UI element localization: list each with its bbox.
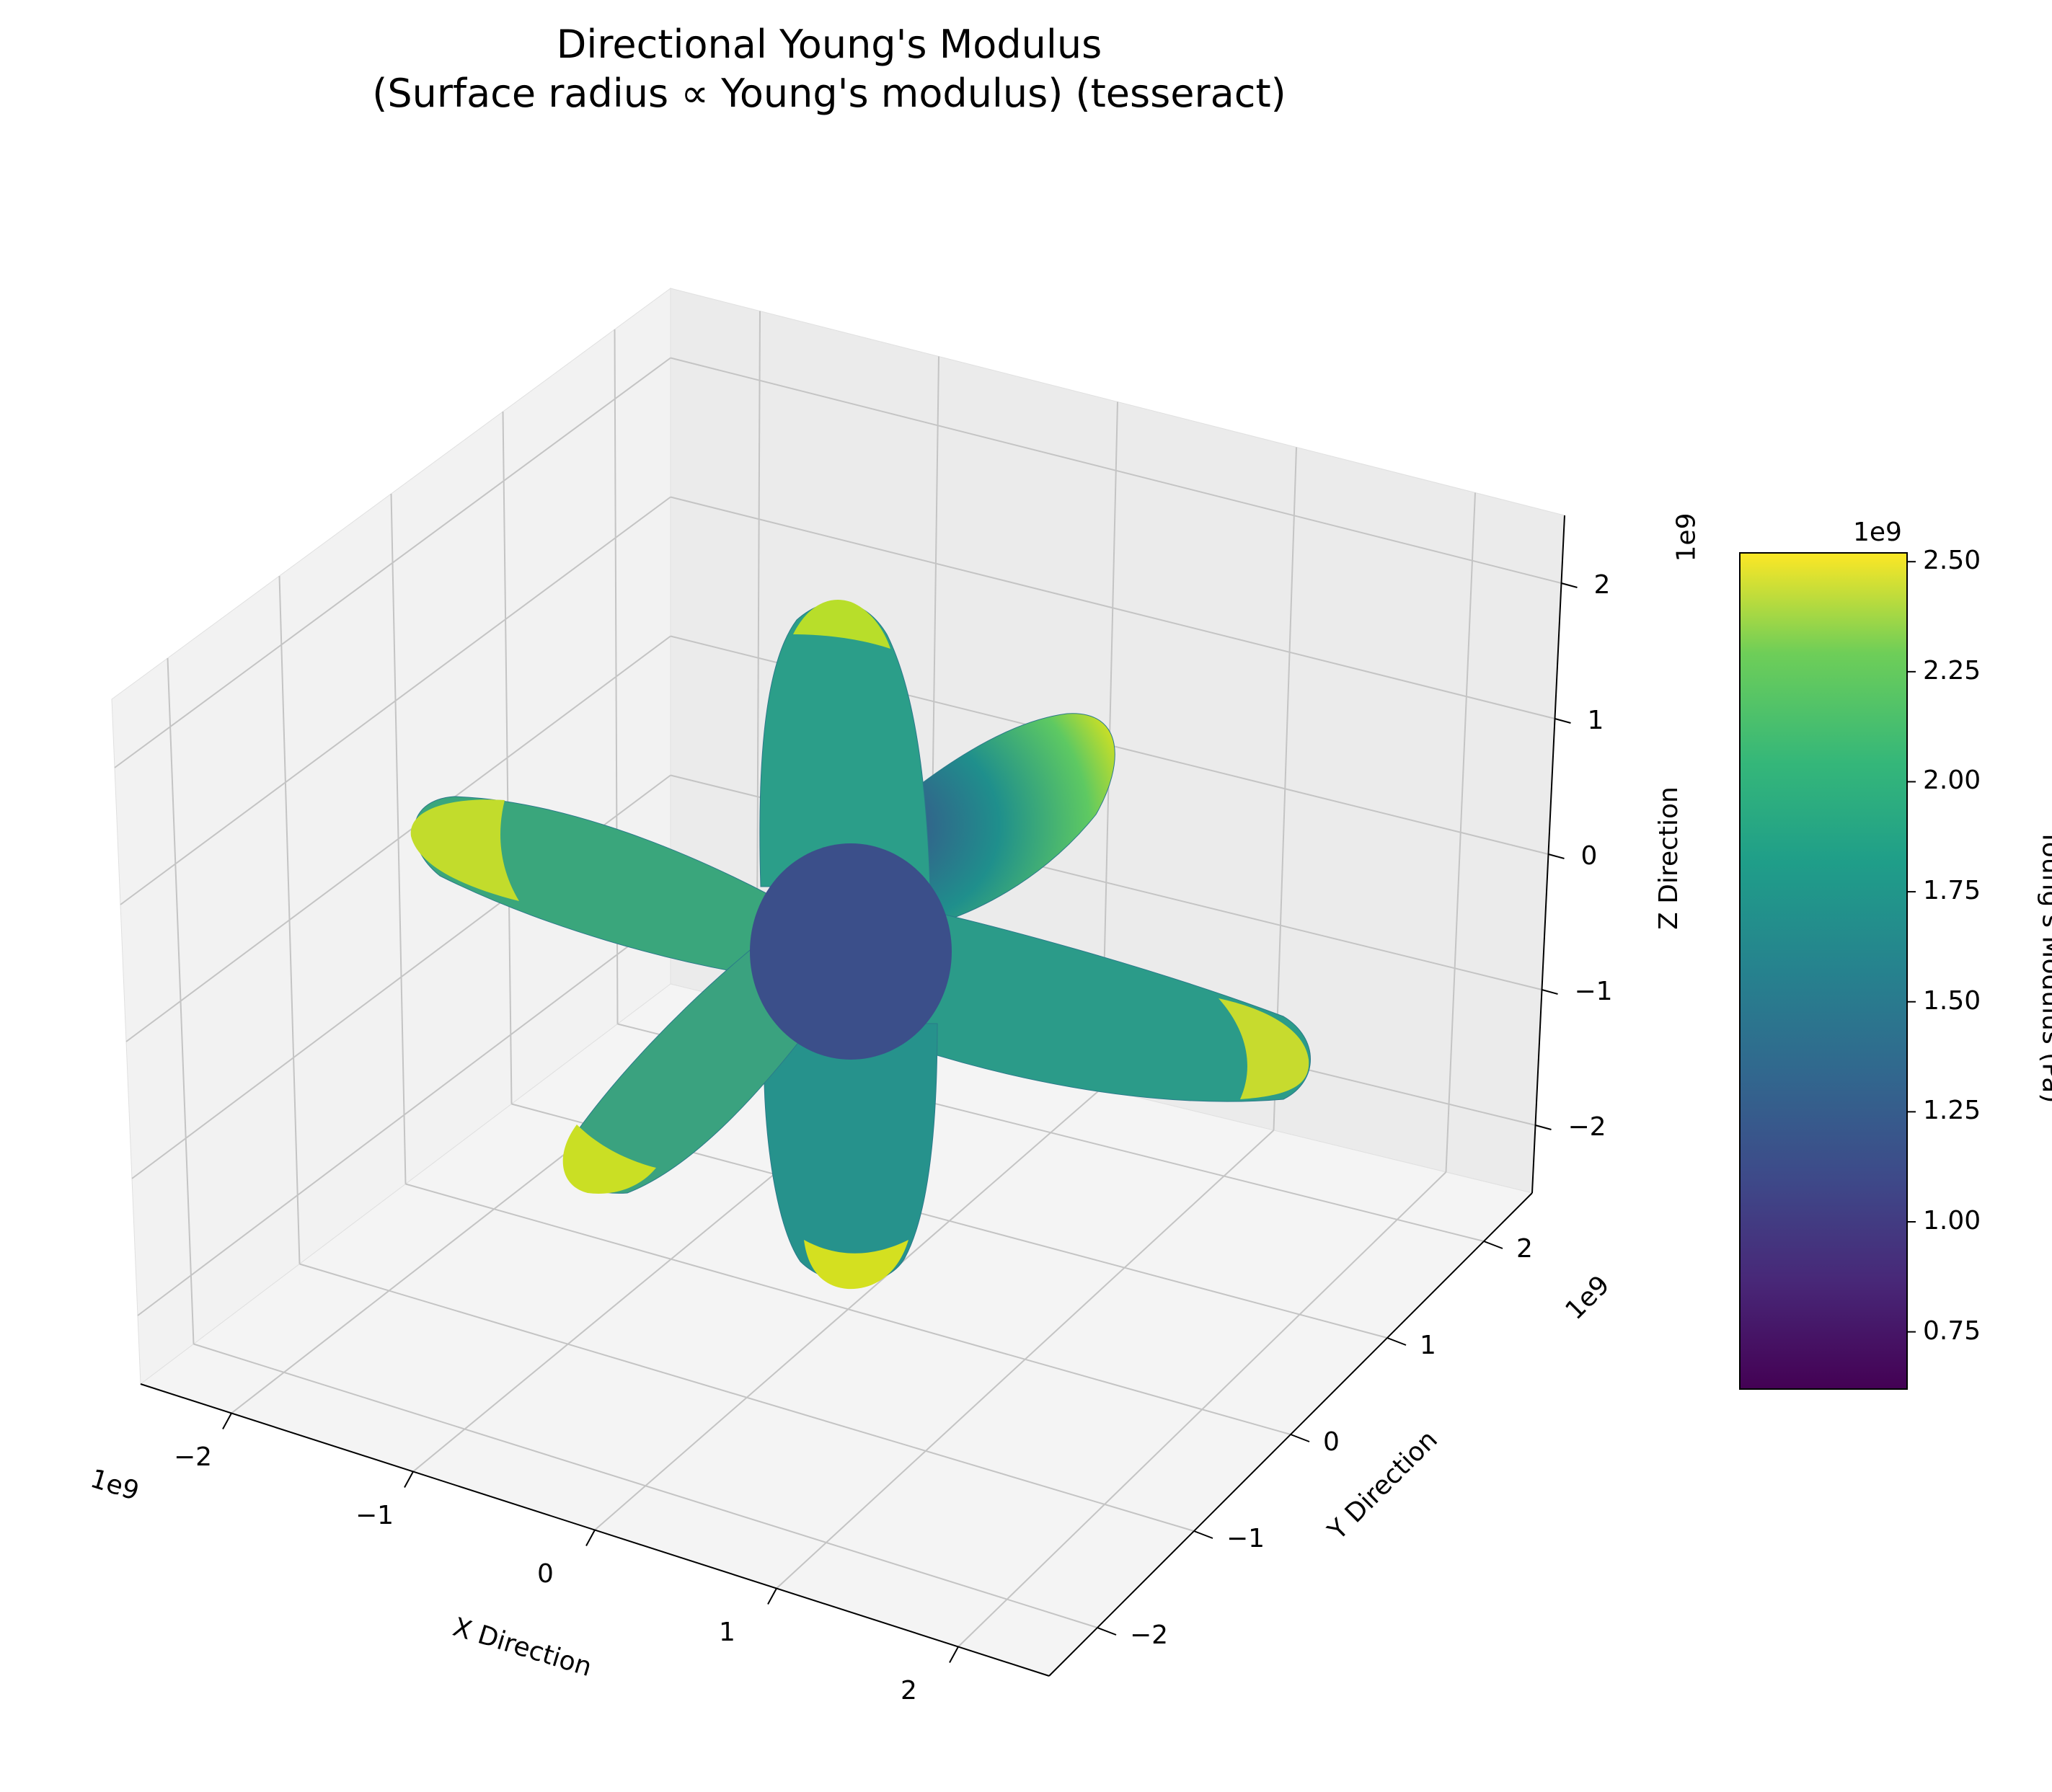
x-tick-mark — [949, 1646, 959, 1663]
z-tick-mark — [1542, 989, 1558, 995]
z-tick-label: −2 — [1567, 1112, 1606, 1142]
colorbar-tick-label: 2.00 — [1923, 766, 1981, 796]
grid-z-left — [125, 635, 671, 1042]
y-tick-label: 2 — [1516, 1234, 1533, 1264]
z-tick-mark — [1555, 718, 1571, 724]
modulus-surface — [410, 600, 1311, 1290]
colorbar-ticks — [1907, 561, 1916, 1333]
grid-z-left — [120, 496, 671, 905]
y-tick-mark — [1097, 1627, 1117, 1636]
tick-marks — [222, 582, 1578, 1663]
grid-z-left — [137, 913, 671, 1316]
z-tick-mark — [1535, 1125, 1552, 1130]
lobe-left-tip — [410, 799, 519, 901]
grid-y-floor — [405, 1183, 1291, 1435]
chart-title-line2: (Surface radius ∝ Young's modulus) (tess… — [372, 71, 1286, 116]
y-tick-mark — [1193, 1530, 1213, 1539]
x-tick-mark — [222, 1413, 232, 1429]
grid-z-right — [670, 496, 1555, 719]
x-tick-label: 0 — [537, 1558, 554, 1589]
z-multiplier: 1e9 — [1671, 513, 1702, 562]
grid-z-left — [114, 357, 671, 768]
lobe-right-tip — [1219, 998, 1309, 1099]
z-axis-label: Z Direction — [1653, 786, 1684, 930]
colorbar-tick-label: 2.25 — [1923, 655, 1981, 686]
colorbar-tick-label: 0.75 — [1923, 1316, 1981, 1346]
y-tick-mark — [1483, 1241, 1503, 1249]
x-tick-label: −2 — [174, 1442, 213, 1472]
x-tick-mark — [767, 1588, 777, 1605]
colorbar-tick-label: 1.25 — [1923, 1096, 1981, 1126]
colorbar-tick-label: 1.75 — [1923, 876, 1981, 906]
y-tick-label: −2 — [1130, 1620, 1169, 1650]
colorbar-tick-label: 2.50 — [1923, 546, 1981, 576]
y-tick-mark — [1290, 1434, 1310, 1442]
lobe-lower-left-tip — [562, 1125, 656, 1194]
x-tick-label: −1 — [355, 1500, 394, 1530]
y-tick-mark — [1387, 1337, 1407, 1346]
lobe-top-tip — [793, 600, 890, 649]
colorbar — [1739, 552, 1908, 1390]
z-tick-label: 2 — [1593, 570, 1611, 600]
y-tick-label: 0 — [1323, 1427, 1340, 1457]
colorbar-tick-label: 1.00 — [1923, 1206, 1981, 1236]
colorbar-tick-label: 1.50 — [1923, 985, 1981, 1016]
x-tick-label: 2 — [901, 1675, 917, 1705]
y-tick-label: 1 — [1420, 1331, 1436, 1360]
z-tick-mark — [1561, 582, 1578, 588]
grid-y-floor — [193, 1343, 1098, 1628]
lobe-right — [843, 893, 1311, 1102]
z-tick-label: 1 — [1587, 706, 1604, 735]
z-tick-label: −1 — [1574, 977, 1613, 1006]
chart-title-line1: Directional Young's Modulus — [556, 22, 1102, 67]
grid-z-right — [670, 357, 1562, 584]
colorbar-label: Young's Modulus (Pa) — [2036, 829, 2052, 1104]
surface-center — [750, 843, 952, 1060]
x-tick-mark — [585, 1530, 596, 1546]
z-tick-mark — [1548, 853, 1565, 859]
colorbar-multiplier: 1e9 — [1853, 518, 1902, 547]
grid-y-floor — [299, 1263, 1195, 1532]
y-tick-label: −1 — [1226, 1524, 1265, 1553]
z-tick-label: 0 — [1580, 841, 1598, 871]
lobe-bottom-tip — [804, 1240, 908, 1290]
x-tick-mark — [404, 1471, 414, 1488]
x-tick-label: 1 — [719, 1617, 735, 1647]
